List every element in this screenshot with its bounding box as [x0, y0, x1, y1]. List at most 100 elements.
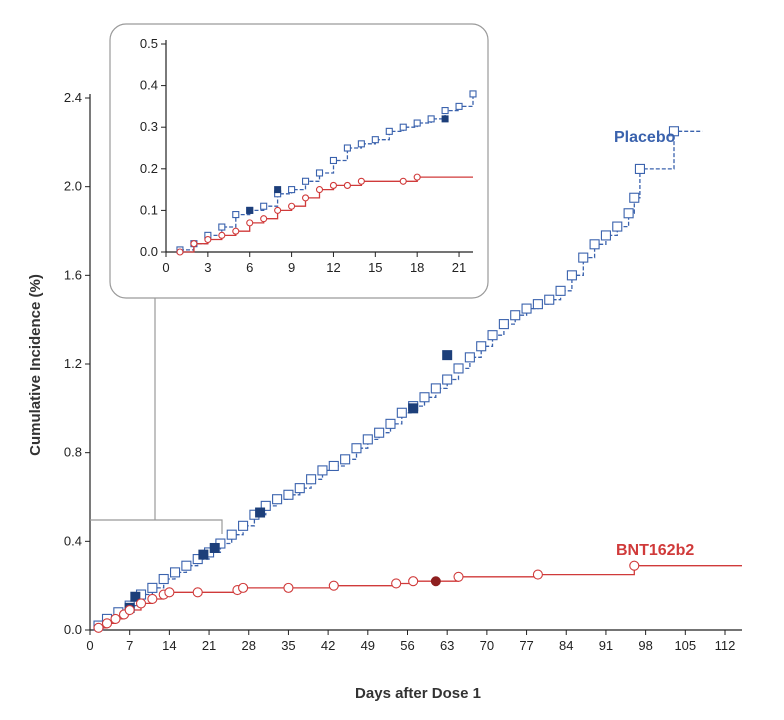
inset-connector-bracket: [90, 519, 223, 534]
main-y-tick-label: 1.2: [64, 356, 82, 371]
inset-bnt162b2-marker: [399, 177, 407, 185]
inset-placebo-marker: [329, 156, 338, 165]
main-placebo-filled-marker: [130, 591, 141, 602]
main-placebo-marker: [629, 192, 640, 203]
main-bnt162b2-line: [98, 565, 742, 629]
main-placebo-filled-marker: [408, 403, 419, 414]
inset-y-tick-label: 0.0: [140, 244, 158, 259]
main-placebo-marker: [555, 285, 566, 296]
main-bnt162b2-marker: [532, 569, 543, 580]
main-bnt162b2-marker: [147, 593, 158, 605]
inset-placebo-marker: [427, 115, 435, 123]
main-placebo-marker: [498, 319, 509, 330]
x-axis-label: Days after Dose 1: [355, 685, 481, 702]
inset-placebo-marker: [301, 177, 310, 185]
main-placebo-marker: [668, 126, 680, 137]
main-y-tick-label: 0.0: [64, 622, 82, 637]
main-bnt162b2-marker: [391, 578, 402, 589]
main-placebo-filled-marker: [209, 542, 220, 553]
main-placebo-marker: [544, 294, 555, 305]
main-bnt162b2-marker: [328, 580, 339, 591]
main-x-tick-label: 98: [638, 638, 652, 653]
main-axes: 0 7 14 21 28 35 42 49 56 63 70 77 84 91 98 105 1120.00.4…: [64, 90, 742, 653]
inset-x-tick-label: 12: [326, 260, 340, 275]
main-placebo-marker: [260, 500, 271, 511]
inset-placebo-marker: [288, 186, 296, 194]
inset-placebo-marker: [469, 90, 477, 98]
main-x-tick-label: 105: [674, 638, 696, 653]
main-placebo-marker: [226, 529, 237, 540]
inset-placebo-filled-marker: [246, 206, 254, 214]
inset-connector: [90, 298, 223, 534]
main-bnt162b2-marker: [283, 582, 294, 593]
main-placebo-marker: [328, 460, 339, 472]
inset-bnt162b2-marker: [343, 181, 351, 189]
main-placebo-marker: [464, 352, 475, 363]
main-bnt162b2-marker: [192, 587, 203, 598]
inset-series-markers: [176, 90, 477, 256]
main-x-tick-label: 56: [400, 638, 414, 653]
main-x-tick-label: 7: [126, 638, 133, 653]
inset-placebo-marker: [260, 202, 268, 210]
inset-placebo-line: [180, 93, 474, 251]
inset-bnt162b2-marker: [357, 177, 365, 185]
main-placebo-marker: [283, 489, 294, 500]
main-placebo-marker: [510, 310, 521, 321]
main-bnt162b2-marker: [453, 571, 464, 582]
main-placebo-marker: [317, 465, 328, 476]
main-placebo-marker: [396, 407, 407, 418]
inset-bnt162b2-marker: [413, 173, 421, 181]
main-placebo-marker: [169, 567, 181, 578]
inset-bnt162b2-marker: [246, 219, 254, 227]
inset-bnt162b2-marker: [288, 202, 296, 210]
main-y-tick-label: 1.6: [64, 267, 82, 282]
main-placebo-filled-marker: [442, 350, 453, 361]
main-x-tick-label: 14: [162, 638, 176, 653]
main-bnt162b2-marker: [124, 604, 135, 616]
inset-bnt162b2-marker: [301, 194, 310, 202]
main-placebo-marker: [532, 299, 543, 310]
main-placebo-marker: [306, 474, 317, 485]
inset-bnt162b2-marker: [274, 206, 282, 214]
main-series-markers: [93, 126, 680, 633]
main-placebo-filled-marker: [198, 549, 209, 560]
main-x-tick-label: 35: [281, 638, 295, 653]
inset-x-tick-label: 21: [452, 260, 466, 275]
main-placebo-marker: [442, 374, 453, 385]
main-placebo-marker: [362, 434, 373, 445]
inset-bnt162b2-marker: [329, 181, 338, 189]
main-placebo-filled-marker: [255, 507, 266, 518]
main-placebo-marker: [419, 392, 430, 403]
inset-placebo-filled-marker: [441, 115, 449, 123]
main-placebo-marker: [634, 163, 645, 174]
inset-bnt162b2-marker: [204, 235, 212, 244]
placebo-series-label: Placebo: [614, 129, 676, 146]
main-placebo-marker: [158, 573, 169, 585]
inset-placebo-marker: [343, 144, 351, 152]
inset-bnt162b2-marker: [315, 186, 324, 194]
main-y-tick-label: 2.4: [64, 90, 82, 105]
main-x-tick-label: 28: [242, 638, 256, 653]
inset-x-tick-label: 18: [410, 260, 424, 275]
main-bnt162b2-marker: [101, 618, 113, 629]
inset-placebo-marker: [357, 140, 365, 148]
inset-x-tick-label: 15: [368, 260, 382, 275]
main-placebo-marker: [238, 520, 249, 531]
inset-x-tick-label: 6: [246, 260, 253, 275]
main-bnt162b2-marker: [408, 576, 419, 587]
main-bnt162b2-marker: [164, 587, 175, 598]
inset-y-tick-label: 0.2: [140, 161, 158, 176]
main-x-tick-label: 42: [321, 638, 335, 653]
main-placebo-marker: [351, 443, 362, 454]
inset-placebo-marker: [441, 107, 449, 115]
inset-placebo-marker: [218, 223, 226, 231]
main-placebo-marker: [430, 383, 441, 394]
main-placebo-marker: [578, 252, 589, 263]
main-placebo-marker: [147, 582, 158, 593]
main-bnt162b2-marker: [110, 613, 121, 624]
inset-x-tick-label: 0: [162, 260, 169, 275]
inset-x-tick-label: 3: [204, 260, 211, 275]
main-x-tick-label: 77: [519, 638, 533, 653]
main-placebo-marker: [487, 330, 498, 341]
inset-placebo-marker: [315, 169, 324, 177]
